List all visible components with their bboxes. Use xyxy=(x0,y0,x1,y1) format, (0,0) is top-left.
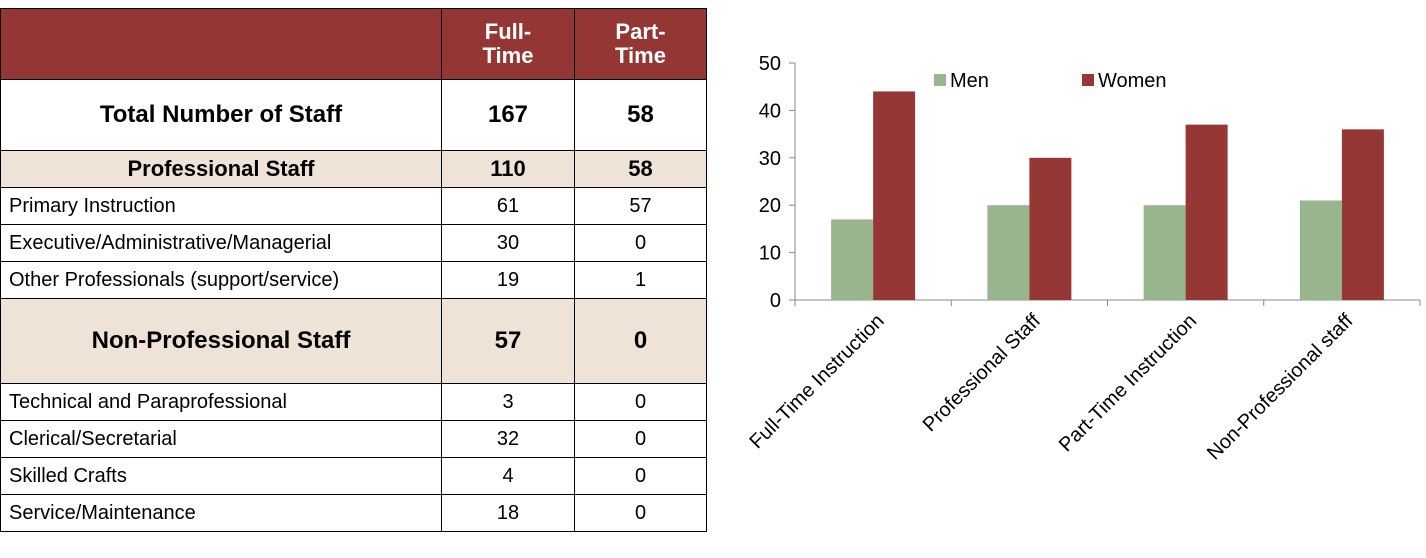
bar xyxy=(873,91,916,300)
x-tick-label: Full-Time Instruction xyxy=(746,310,889,453)
table-cell: 61 xyxy=(441,187,575,225)
table-cell: Non-Professional Staff xyxy=(0,298,442,384)
bar xyxy=(1341,129,1384,300)
table-cell: 19 xyxy=(441,261,575,299)
table-cell: 58 xyxy=(574,150,707,188)
header-cell xyxy=(0,8,442,80)
table-cell: 110 xyxy=(441,150,575,188)
legend-label: Women xyxy=(1098,70,1167,92)
bar xyxy=(1143,205,1186,300)
table-cell: 0 xyxy=(574,494,707,532)
table-row: Skilled Crafts 4 0 xyxy=(0,457,707,495)
table-cell: 167 xyxy=(441,79,575,151)
table-cell: 30 xyxy=(441,224,575,262)
table-cell: Skilled Crafts xyxy=(0,457,442,495)
table-cell: Professional Staff xyxy=(0,150,442,188)
y-tick-label: 10 xyxy=(759,243,781,265)
table-cell: Other Professionals (support/service) xyxy=(0,261,442,299)
chart: 0 10 20 30 40 50 Full-Time Instruction Professi… xyxy=(746,53,1421,465)
table-cell: 0 xyxy=(574,224,707,262)
table-row: Professional Staff 110 58 xyxy=(0,150,707,188)
table-cell: 0 xyxy=(574,420,707,458)
table-cell: Primary Instruction xyxy=(0,187,442,225)
table-cell: 4 xyxy=(441,457,575,495)
legend-swatch xyxy=(934,74,946,86)
header-cell: Full-Time xyxy=(441,8,575,80)
legend-label: Men xyxy=(950,70,989,92)
y-tick-label: 50 xyxy=(759,53,781,75)
table-cell: 1 xyxy=(574,261,707,299)
table-row: Primary Instruction 61 57 xyxy=(0,187,707,225)
table-cell: Technical and Paraprofessional xyxy=(0,383,442,421)
table-cell: Total Number of Staff xyxy=(0,79,442,151)
y-tick-label: 0 xyxy=(770,290,781,312)
table-cell: 18 xyxy=(441,494,575,532)
table-cell: 0 xyxy=(574,298,707,384)
staff-table: Full-Time Part-Time Total Number of Staf… xyxy=(0,8,707,532)
y-tick-label: 30 xyxy=(759,148,781,170)
table-cell: Service/Maintenance xyxy=(0,494,442,532)
table-cell: Clerical/Secretarial xyxy=(0,420,442,458)
x-tick-label: Part-Time Instruction xyxy=(1055,310,1201,456)
bar xyxy=(987,205,1030,300)
bar xyxy=(1185,124,1228,301)
table-cell: 3 xyxy=(441,383,575,421)
x-tick-label: Professional Staff xyxy=(919,310,1045,436)
table-cell: 0 xyxy=(574,383,707,421)
table-cell: Executive/Administrative/Managerial xyxy=(0,224,442,262)
table-cell: 0 xyxy=(574,457,707,495)
table-cell: 58 xyxy=(574,79,707,151)
table-row: Other Professionals (support/service) 19 1 xyxy=(0,261,707,299)
header-text: Full-Time xyxy=(482,19,534,68)
header-cell: Part-Time xyxy=(574,8,707,80)
header-text: Part-Time xyxy=(615,19,666,68)
y-tick-label: 20 xyxy=(759,195,781,217)
table-row: Executive/Administrative/Managerial 30 0 xyxy=(0,224,707,262)
y-tick-label: 40 xyxy=(759,100,781,122)
legend-swatch xyxy=(1082,74,1094,86)
table-row: Service/Maintenance 18 0 xyxy=(0,494,707,532)
table-row: Total Number of Staff 167 58 xyxy=(0,79,707,151)
bar xyxy=(1299,200,1342,300)
table-row: Clerical/Secretarial 32 0 xyxy=(0,420,707,458)
bar xyxy=(831,219,874,300)
header-row: Full-Time Part-Time xyxy=(0,8,707,80)
table-cell: 32 xyxy=(441,420,575,458)
table-cell: 57 xyxy=(441,298,575,384)
x-tick-label: Non-Professional staff xyxy=(1203,310,1358,465)
table-row: Non-Professional Staff 57 0 xyxy=(0,298,707,384)
table-row: Technical and Paraprofessional 3 0 xyxy=(0,383,707,421)
bar xyxy=(1029,157,1072,300)
table-cell: 57 xyxy=(574,187,707,225)
